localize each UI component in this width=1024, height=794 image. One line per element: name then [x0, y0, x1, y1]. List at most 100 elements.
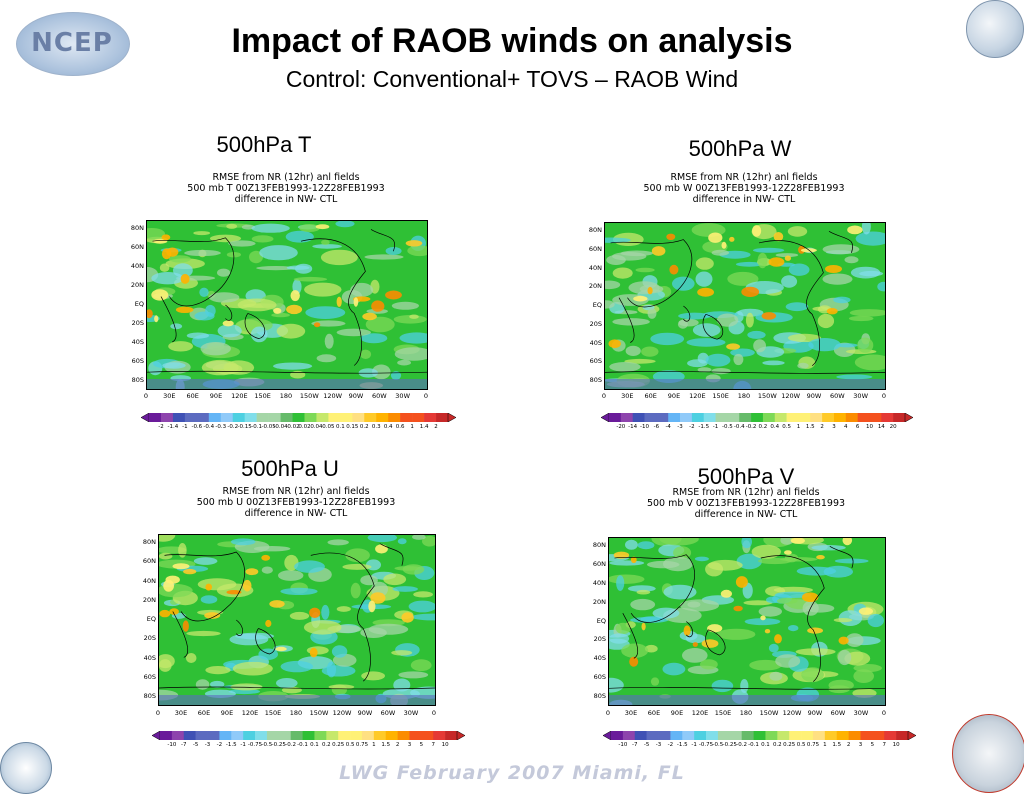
- colorbar-segment: [656, 413, 669, 422]
- heatmap-cell: [350, 582, 361, 599]
- heatmap-cell: [641, 346, 659, 357]
- heatmap-cell: [208, 292, 240, 303]
- heatmap-cell: [735, 576, 748, 588]
- heatmap-cell: [834, 558, 869, 564]
- heatmap-cell: [230, 683, 263, 691]
- colorbar-tick-label: -0.2: [227, 424, 239, 430]
- heatmap-cell: [707, 624, 723, 633]
- heatmap-cell: [161, 234, 171, 241]
- heatmap-cell: [193, 557, 218, 565]
- heatmap-cell: [637, 541, 655, 550]
- heatmap-cell: [204, 612, 221, 619]
- colorbar-segment: [904, 413, 913, 422]
- heatmap-cell: [197, 578, 237, 591]
- heatmap-cell: [826, 308, 838, 315]
- heatmap-cell: [636, 589, 651, 595]
- heatmap-cell: [751, 544, 781, 559]
- colorbar-tick-label: 5: [870, 742, 875, 748]
- heatmap-cell: [175, 306, 194, 313]
- heatmap-cell: [360, 349, 372, 359]
- heatmap-cell: [687, 359, 708, 368]
- x-tick-label: 30W: [403, 709, 419, 717]
- x-tick-label: 0: [431, 709, 437, 717]
- y-tick-label: 40S: [131, 338, 144, 346]
- x-tick-label: 120W: [332, 709, 352, 717]
- heatmap-cell: [398, 671, 429, 679]
- colorbar-tick-label: -0.2: [736, 742, 748, 748]
- heatmap-cell: [624, 358, 656, 364]
- colorbar-segment: [727, 413, 740, 422]
- colorbar-segment: [857, 413, 870, 422]
- heatmap-cell: [753, 339, 766, 353]
- colorbar-tick-label: 0.2: [321, 742, 331, 748]
- heatmap-cell: [605, 300, 615, 309]
- y-tick-label: 80N: [130, 224, 144, 232]
- heatmap-cell: [662, 662, 686, 676]
- heatmap-cell: [802, 592, 819, 602]
- chart-header-line: 500 mb U 00Z13FEB1993-12Z28FEB1993: [196, 497, 396, 508]
- heatmap-cell: [411, 613, 435, 621]
- heatmap-cell: [345, 548, 370, 563]
- heatmap-cell: [630, 617, 669, 623]
- heatmap-cell: [609, 633, 630, 644]
- colorbar-segment: [373, 731, 387, 740]
- colorbar-tick-label: 0.5: [782, 424, 791, 430]
- x-tick-label: 180: [737, 392, 751, 400]
- heatmap-cell: [229, 633, 269, 646]
- heatmap-cell: [774, 634, 782, 644]
- x-tick-label: 60E: [186, 392, 199, 400]
- colorbar-segment: [171, 731, 185, 740]
- colorbar-tick-label: 0.5: [345, 742, 355, 748]
- heatmap-cell: [276, 678, 298, 689]
- heatmap-cell: [385, 290, 402, 300]
- x-tick-label: 90E: [209, 392, 223, 400]
- heatmap-cell: [652, 607, 680, 619]
- heatmap-cell: [861, 223, 871, 235]
- colorbar-tick-label: 3: [858, 742, 863, 748]
- heatmap-cell: [394, 566, 422, 571]
- heatmap-cell: [666, 233, 676, 240]
- heatmap-cell: [855, 231, 885, 246]
- colorbar-segment: [753, 731, 766, 740]
- colorbar-segment: [907, 731, 916, 740]
- colorbar-tick-label: 2: [820, 424, 824, 430]
- y-tick-label: EQ: [134, 300, 144, 308]
- heatmap-cell: [784, 255, 791, 261]
- heatmap-cell: [849, 309, 885, 317]
- heatmap-cell: [407, 245, 427, 257]
- heatmap-cell: [364, 254, 404, 260]
- heatmap-cell: [226, 590, 242, 595]
- heatmap-cell: [375, 544, 388, 554]
- heatmap-cell: [290, 370, 306, 379]
- heatmap-cell: [757, 557, 792, 565]
- colorbar-segment: [658, 731, 671, 740]
- heatmap-cell: [186, 630, 221, 637]
- chart-header-line: difference in NW- CTL: [244, 508, 348, 519]
- chart-header-line: difference in NW- CTL: [692, 194, 796, 205]
- y-tick-label: 40S: [593, 654, 606, 663]
- heatmap-svg: [605, 223, 885, 389]
- heatmap-cell: [788, 625, 799, 632]
- heatmap-cell: [747, 330, 766, 339]
- colorbar-tick-label: 0.6: [395, 424, 405, 430]
- heatmap-cell: [615, 622, 631, 635]
- colorbar-tick-label: -1: [240, 742, 246, 748]
- colorbar-segment: [668, 413, 681, 422]
- heatmap-cell: [766, 596, 780, 604]
- y-tick-label: 60S: [593, 673, 606, 682]
- colorbar-tick-label: 3: [407, 742, 412, 748]
- heatmap-cell: [837, 649, 852, 666]
- coastline: [244, 313, 266, 339]
- heatmap-cell: [170, 323, 183, 330]
- y-tick-label: 60N: [592, 559, 606, 568]
- x-tick-label: 150E: [712, 392, 729, 400]
- heatmap-cell: [163, 579, 174, 592]
- colorbar-segment: [385, 731, 398, 740]
- coastline: [255, 628, 276, 655]
- chart-header-line: RMSE from NR (12hr) anl fields: [212, 172, 360, 183]
- heatmap-cell: [620, 250, 654, 257]
- heatmap-cell: [315, 224, 330, 230]
- heatmap-cell: [372, 364, 391, 380]
- colorbar-segment: [872, 731, 885, 740]
- coastline: [159, 686, 435, 690]
